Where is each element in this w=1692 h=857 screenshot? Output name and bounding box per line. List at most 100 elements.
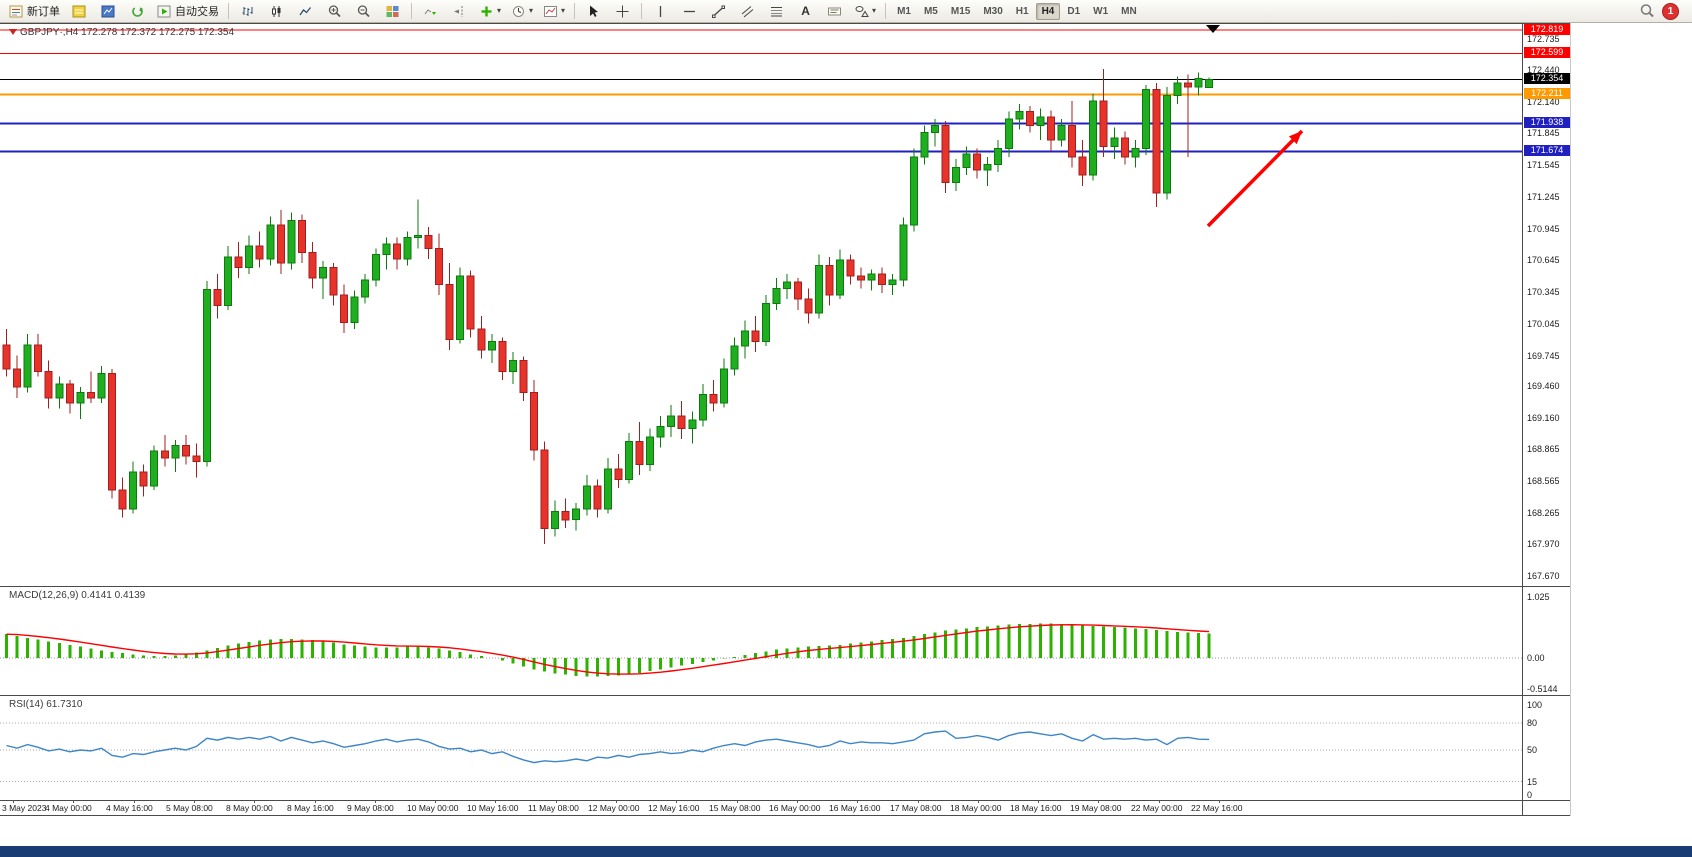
time-axis-label: 8 May 00:00 — [226, 803, 273, 813]
chart-shift-icon — [452, 4, 467, 19]
timeframe-h1[interactable]: H1 — [1010, 3, 1035, 20]
text-button[interactable]: A — [792, 1, 819, 22]
timeframe-mn[interactable]: MN — [1115, 3, 1143, 20]
periods-button[interactable]: ▾ — [507, 1, 537, 22]
time-axis-label: 11 May 08:00 — [528, 803, 579, 813]
search-button[interactable] — [1633, 1, 1660, 22]
price-tick: 167.670 — [1527, 571, 1560, 581]
time-axis-label: 5 May 08:00 — [166, 803, 213, 813]
auto-scroll-button[interactable] — [417, 1, 444, 22]
rsi-title-row: RSI(14) 61.7310 — [9, 699, 82, 710]
price-tick: 171.245 — [1527, 192, 1560, 202]
periods-icon — [511, 4, 526, 19]
text-icon: A — [801, 4, 810, 18]
timeframe-m15[interactable]: M15 — [945, 3, 976, 20]
macd-axis-label: 0.00 — [1527, 653, 1545, 663]
time-axis-label: 22 May 00:00 — [1131, 803, 1183, 813]
price-level-badge: 171.938 — [1524, 117, 1570, 128]
time-axis-tick — [1038, 800, 1039, 803]
vertical-line-icon — [653, 4, 668, 19]
chart-frame-top — [0, 23, 1570, 24]
time-axis-label: 19 May 08:00 — [1070, 803, 1122, 813]
text-label-icon — [827, 4, 842, 19]
indicators-button[interactable]: ▾ — [475, 1, 505, 22]
time-axis-tick — [797, 800, 798, 803]
auto-trading-button[interactable]: 自动交易 — [153, 1, 223, 22]
time-axis-label: 3 May 2023 — [2, 803, 47, 813]
timeframe-group: M1 M5 M15 M30 H1 H4 D1 W1 MN — [891, 2, 1143, 20]
separator — [411, 3, 412, 19]
macd-label: MACD(12,26,9) — [9, 590, 79, 601]
zoom-in-button[interactable] — [321, 1, 348, 22]
fibonacci-button[interactable] — [763, 1, 790, 22]
zoom-out-button[interactable] — [350, 1, 377, 22]
charts-grid-button[interactable] — [66, 1, 93, 22]
timeframe-m30[interactable]: M30 — [977, 3, 1008, 20]
crosshair-icon — [615, 4, 630, 19]
rsi-axis-label: 100 — [1527, 700, 1543, 710]
templates-icon — [543, 4, 558, 19]
time-axis-label: 18 May 00:00 — [950, 803, 1002, 813]
time-axis-label: 22 May 16:00 — [1191, 803, 1243, 813]
time-axis-tick — [676, 800, 677, 803]
notification-badge[interactable]: 1 — [1662, 2, 1679, 20]
charts-grid-icon — [72, 4, 87, 19]
timeframe-m5[interactable]: M5 — [918, 3, 944, 20]
timeframe-w1[interactable]: W1 — [1087, 3, 1114, 20]
time-axis-tick — [1219, 800, 1220, 803]
price-tick: 168.265 — [1527, 508, 1560, 518]
separator — [574, 3, 576, 19]
auto-scroll-icon — [423, 4, 438, 19]
rsi-panel[interactable] — [0, 696, 1522, 800]
bar-chart-button[interactable] — [234, 1, 261, 22]
text-label-button[interactable] — [821, 1, 848, 22]
chart-shift-button[interactable] — [446, 1, 473, 22]
new-order-button[interactable]: 新订单 — [5, 1, 64, 22]
time-axis-label: 10 May 00:00 — [407, 803, 459, 813]
refresh-button[interactable] — [124, 1, 151, 22]
market-watch-button[interactable] — [95, 1, 122, 22]
rsi-separator[interactable] — [0, 695, 1570, 696]
line-chart-icon — [298, 4, 313, 19]
price-tick: 170.645 — [1527, 255, 1560, 265]
time-axis-tick — [857, 800, 858, 803]
time-axis-tick — [978, 800, 979, 803]
shapes-button[interactable]: ▾ — [850, 1, 880, 22]
price-tick: 172.140 — [1527, 97, 1560, 107]
price-tick: 167.970 — [1527, 539, 1560, 549]
fibonacci-icon — [769, 4, 784, 19]
vertical-line-button[interactable] — [647, 1, 674, 22]
time-axis-label: 18 May 16:00 — [1010, 803, 1062, 813]
time-axis-label: 8 May 16:00 — [287, 803, 334, 813]
rsi-axis-label: 50 — [1527, 745, 1538, 755]
timeframe-m1[interactable]: M1 — [891, 3, 917, 20]
candlestick-chart-button[interactable] — [263, 1, 290, 22]
tile-windows-button[interactable] — [379, 1, 406, 22]
timeframe-d1[interactable]: D1 — [1061, 3, 1086, 20]
price-level-badge: 171.674 — [1524, 145, 1570, 156]
time-axis-tick — [616, 800, 617, 803]
macd-separator[interactable] — [0, 586, 1570, 587]
symbol-title-row: GBPJPY·,H4 172.278 172.372 172.275 172.3… — [9, 27, 234, 38]
crosshair-button[interactable] — [609, 1, 636, 22]
horizontal-line-button[interactable] — [676, 1, 703, 22]
timeframe-h4[interactable]: H4 — [1035, 2, 1061, 20]
channel-button[interactable] — [734, 1, 761, 22]
cursor-button[interactable] — [580, 1, 607, 22]
price-chart[interactable] — [0, 23, 1522, 586]
macd-panel[interactable] — [0, 587, 1522, 695]
time-axis-label: 4 May 16:00 — [106, 803, 153, 813]
time-axis-label: 9 May 08:00 — [347, 803, 394, 813]
time-axis-tick — [134, 800, 135, 803]
shapes-icon — [854, 4, 869, 19]
line-chart-button[interactable] — [292, 1, 319, 22]
trendline-button[interactable] — [705, 1, 732, 22]
time-axis-label: 17 May 08:00 — [890, 803, 942, 813]
price-tick: 170.345 — [1527, 287, 1560, 297]
candlestick-chart-icon — [269, 4, 284, 19]
templates-button[interactable]: ▾ — [539, 1, 569, 22]
rsi-axis-label: 80 — [1527, 718, 1538, 728]
auto-trading-icon — [157, 4, 172, 19]
price-level-badge: 172.819 — [1524, 24, 1570, 35]
